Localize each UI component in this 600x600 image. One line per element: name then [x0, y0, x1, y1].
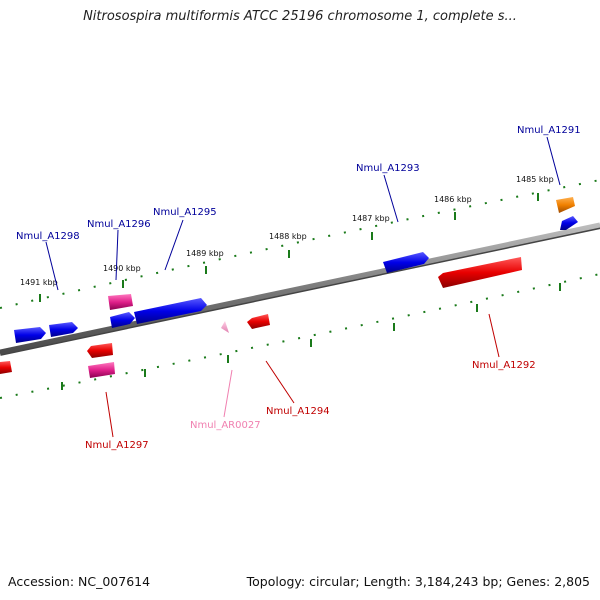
upper-leader-lines [45, 136, 561, 291]
gene-nmul-a1291-orange[interactable] [556, 197, 575, 213]
gene-label[interactable]: Nmul_AR0027 [190, 420, 261, 431]
kbp-label: 1489 kbp [186, 249, 224, 258]
gene-label[interactable]: Nmul_A1292 [472, 360, 536, 371]
kbp-label: 1485 kbp [516, 175, 554, 184]
kbp-label: 1486 kbp [434, 195, 472, 204]
leader-line [45, 241, 59, 291]
gene-label[interactable]: Nmul_A1291 [517, 125, 581, 136]
gene-nmul-a1294[interactable] [247, 314, 270, 329]
kbp-label: 1491 kbp [20, 278, 58, 287]
leader-line [105, 391, 114, 438]
gene-edge-left[interactable] [0, 361, 12, 374]
chromosome-backbone [0, 222, 600, 355]
leader-line [223, 369, 233, 418]
leader-line [164, 219, 184, 271]
leader-line [265, 360, 295, 404]
kbp-label: 1487 kbp [352, 214, 390, 223]
leader-line [488, 313, 500, 358]
gene-nmul-a1291[interactable] [560, 216, 578, 230]
gene-label[interactable]: Nmul_A1293 [356, 163, 420, 174]
gene-nmul-a1293[interactable] [383, 252, 429, 273]
kbp-label: 1488 kbp [269, 232, 307, 241]
gene-label[interactable]: Nmul_A1296 [87, 219, 151, 230]
gene-nmul-a1295[interactable] [134, 298, 207, 324]
leader-line [383, 174, 399, 223]
gene-nmul-a1295-b[interactable] [110, 312, 135, 328]
gene-label[interactable]: Nmul_A1295 [153, 207, 217, 218]
gene-nmul-a1292[interactable] [438, 257, 522, 288]
rna-nmul-ar0027[interactable] [221, 321, 229, 333]
kbp-label: 1490 kbp [103, 264, 141, 273]
leader-line [546, 136, 561, 186]
major-ticks [39, 193, 561, 390]
gene-nmul-a1296[interactable] [108, 294, 133, 310]
map-title: Nitrosospira multiformis ATCC 25196 chro… [83, 9, 517, 24]
gene-label[interactable]: Nmul_A1294 [266, 406, 330, 417]
topology-text: Topology: circular; Length: 3,184,243 bp… [246, 574, 590, 589]
gene-nmul-a1297-pink[interactable] [88, 362, 115, 378]
gene-label[interactable]: Nmul_A1298 [16, 231, 80, 242]
accession-text: Accession: NC_007614 [8, 574, 151, 589]
leader-line [115, 229, 119, 281]
gene-nmul-a1297[interactable] [87, 343, 113, 358]
lower-tick-track [0, 273, 600, 399]
gene-nmul-a1298[interactable] [14, 322, 78, 343]
gene-label[interactable]: Nmul_A1297 [85, 440, 149, 451]
lower-leader-lines [105, 313, 500, 438]
